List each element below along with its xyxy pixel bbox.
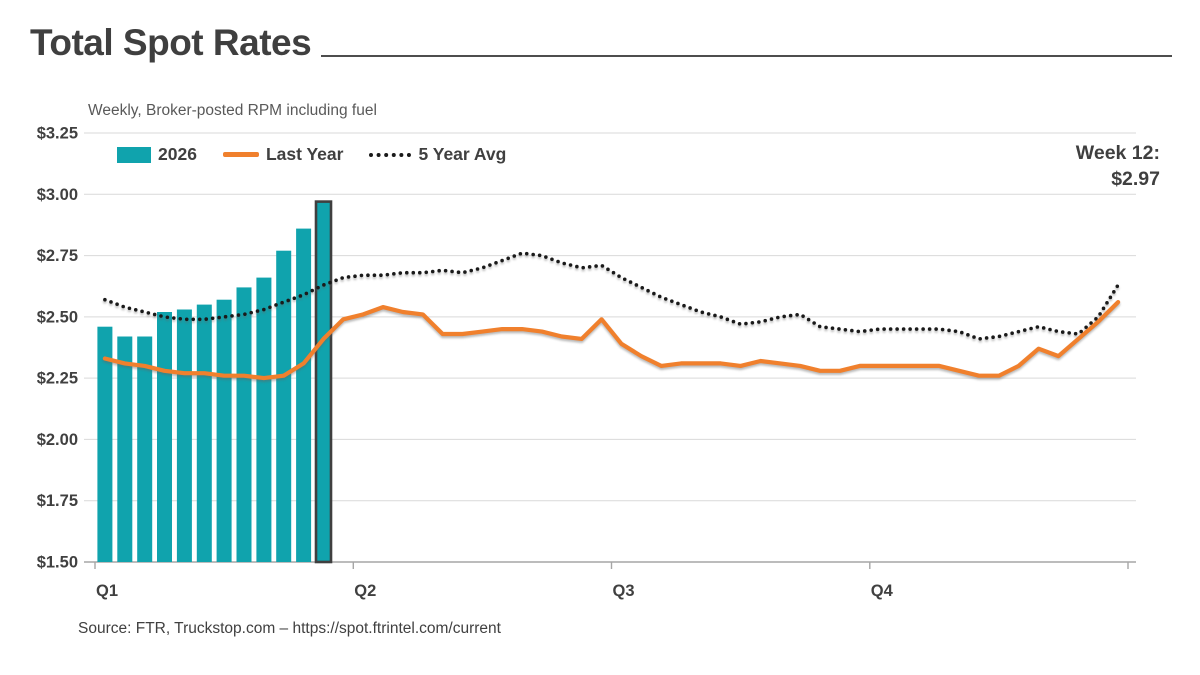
page-title: Total Spot Rates <box>30 22 312 63</box>
bar-week-6 <box>196 304 212 562</box>
bar-week-2 <box>117 336 133 562</box>
svg-text:Q3: Q3 <box>613 582 635 600</box>
bar-week-10 <box>276 250 292 562</box>
bar-week-11 <box>296 228 312 562</box>
svg-text:Q1: Q1 <box>96 582 118 600</box>
svg-text:$2.00: $2.00 <box>37 431 78 449</box>
bar-week-8 <box>236 287 252 562</box>
callout-week-value: $2.97 <box>1111 168 1160 190</box>
svg-text:Q4: Q4 <box>871 582 894 600</box>
svg-text:$2.50: $2.50 <box>37 308 78 326</box>
legend-label-last-year: Last Year <box>265 144 344 164</box>
svg-text:Q2: Q2 <box>354 582 376 600</box>
legend-item-last-year: Last Year <box>222 144 344 165</box>
legend-item-5-year-avg: 5 Year Avg <box>369 144 506 165</box>
bar-week-9 <box>256 277 272 562</box>
bars-2026 <box>97 200 333 564</box>
legend-label-2026: 2026 <box>158 144 197 164</box>
bar-week-3 <box>137 336 153 562</box>
y-axis-labels: $1.50 $1.75 $2.00 $2.25 $2.50 $2.75 $3.00 $3.25 <box>37 125 78 572</box>
svg-text:$2.25: $2.25 <box>37 370 78 388</box>
callout-week-label: Week 12: <box>1075 142 1160 164</box>
svg-text:$2.75: $2.75 <box>37 247 78 265</box>
chart-subtitle: Weekly, Broker-posted RPM including fuel <box>88 102 377 119</box>
bar-week-7 <box>216 299 232 562</box>
svg-text:$3.25: $3.25 <box>37 125 78 143</box>
bar-week-4 <box>157 312 172 562</box>
title-underline <box>321 54 1172 57</box>
legend-swatch-last-year <box>222 152 259 157</box>
legend-item-2026: 2026 <box>117 144 197 165</box>
header: Total Spot Rates <box>30 22 1172 65</box>
svg-text:$1.50: $1.50 <box>37 554 78 572</box>
legend-label-5-year-avg: 5 Year Avg <box>418 144 507 164</box>
bar-week-5 <box>176 309 192 562</box>
legend-swatch-2026 <box>117 146 151 163</box>
bar-week-1 <box>97 326 113 562</box>
x-axis-ticks <box>94 562 1129 569</box>
line-5-year-avg <box>103 251 1120 341</box>
line-last-year <box>102 300 1121 381</box>
svg-text:$1.75: $1.75 <box>37 492 78 510</box>
svg-text:$3.00: $3.00 <box>37 186 78 204</box>
week-callout: Week 12: $2.97 <box>1076 140 1160 192</box>
source-note: Source: FTR, Truckstop.com – https://spo… <box>78 620 501 637</box>
chart-legend: 2026 Last Year 5 Year Avg <box>117 144 506 165</box>
bar-week-12 <box>314 200 333 564</box>
legend-swatch-5-year-avg <box>369 152 412 157</box>
x-axis-labels: Q1 Q2 Q3 Q4 <box>96 582 894 600</box>
